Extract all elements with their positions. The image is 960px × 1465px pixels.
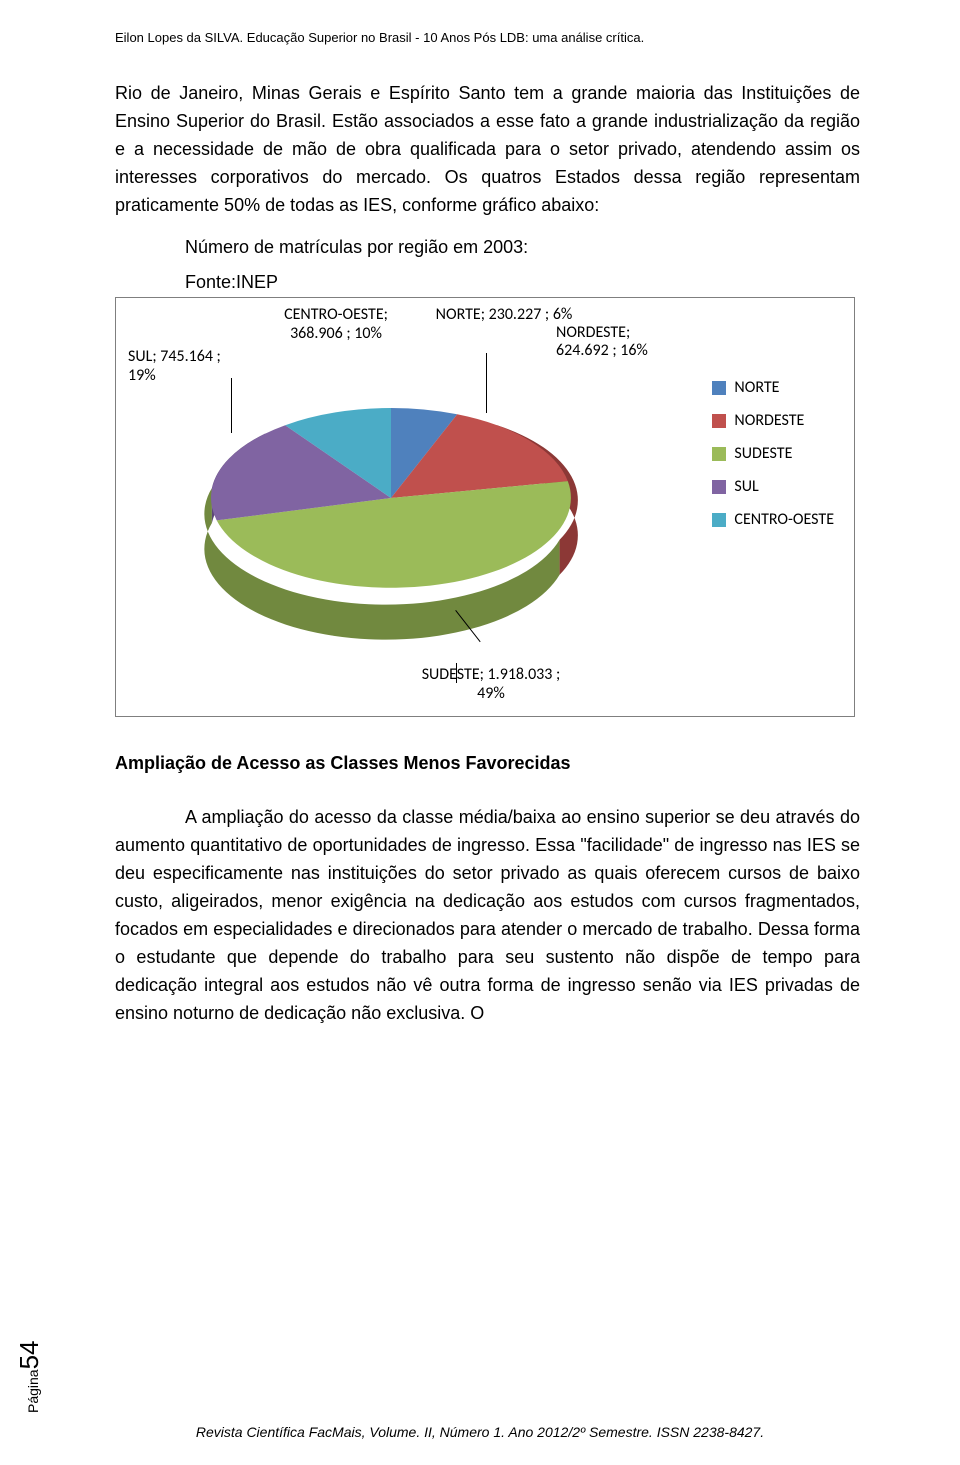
leader-line [486, 353, 487, 413]
footer: Revista Científica FacMais, Volume. II, … [0, 1424, 960, 1440]
chart-title: Número de matrículas por região em 2003: [185, 237, 860, 258]
legend-label: CENTRO-OESTE [734, 510, 834, 529]
chart-legend: NORTE NORDESTE SUDESTE SUL CENTRO-OESTE [712, 378, 834, 543]
paragraph-1: Rio de Janeiro, Minas Gerais e Espírito … [115, 80, 860, 219]
legend-label: NORTE [734, 378, 779, 397]
legend-swatch [712, 513, 726, 527]
legend-swatch [712, 447, 726, 461]
section-heading: Ampliação de Acesso as Classes Menos Fav… [115, 753, 860, 774]
legend-swatch [712, 381, 726, 395]
paragraph-1-text: Rio de Janeiro, Minas Gerais e Espírito … [115, 80, 860, 219]
legend-label: SUL [734, 477, 758, 496]
legend-item: SUDESTE [712, 444, 834, 463]
legend-item: CENTRO-OESTE [712, 510, 834, 529]
page-number: Página54 [14, 1340, 45, 1413]
legend-item: NORTE [712, 378, 834, 397]
slice-label-nordeste-1: NORDESTE; [556, 324, 630, 342]
paragraph-2: A ampliação do acesso da classe média/ba… [115, 804, 860, 1027]
running-header: Eilon Lopes da SILVA. Educação Superior … [115, 30, 860, 45]
page-number-value: 54 [14, 1340, 44, 1369]
legend-item: SUL [712, 477, 834, 496]
legend-item: NORDESTE [712, 411, 834, 430]
slice-label-norte: NORTE; 230.227 ; 6% [424, 306, 584, 324]
legend-label: SUDESTE [734, 444, 792, 463]
legend-label: NORDESTE [734, 411, 804, 430]
legend-swatch [712, 414, 726, 428]
slice-label-sul: SUL; 745.164 ; 19% [128, 348, 248, 385]
chart-source: Fonte:INEP [185, 272, 860, 293]
paragraph-2-text: A ampliação do acesso da classe média/ba… [115, 804, 860, 1027]
slice-label-nordeste-2: 624.692 ; 16% [556, 342, 648, 360]
leader-line [231, 378, 232, 433]
legend-swatch [712, 480, 726, 494]
page-label: Página [25, 1369, 41, 1413]
pie-chart: SUL; 745.164 ; 19% CENTRO-OESTE; 368.906… [115, 297, 855, 717]
slice-label-centro-oeste: CENTRO-OESTE; 368.906 ; 10% [266, 306, 406, 343]
slice-label-sudeste: SUDESTE; 1.918.033 ; 49% [411, 666, 571, 703]
